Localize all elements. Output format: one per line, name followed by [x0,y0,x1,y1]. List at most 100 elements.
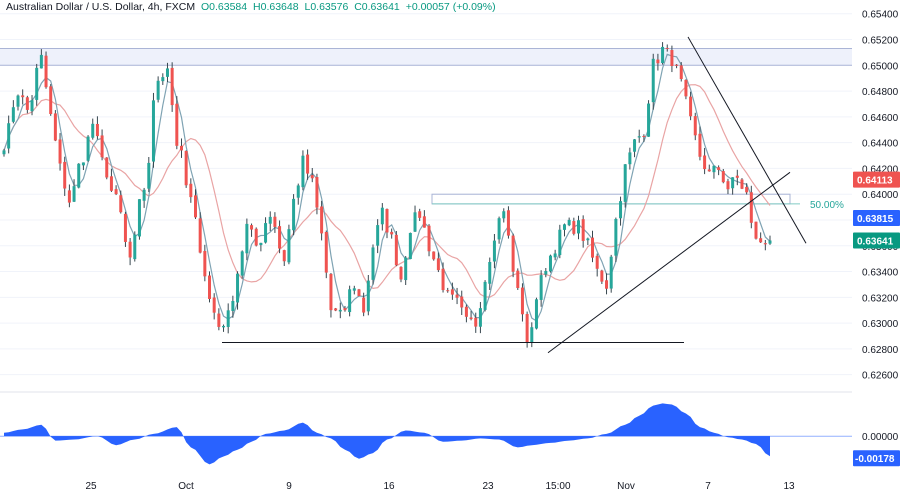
candle-up [2,150,6,155]
candle-up [91,123,95,138]
candle-down [170,67,174,106]
candle-up [562,224,566,230]
candle-down [600,270,604,282]
candle-up [712,165,716,173]
candle-down [684,79,688,97]
candle-down [320,206,324,234]
open-value: O0.63584 [200,1,248,13]
candle-down [63,161,67,189]
candle-up [567,219,571,226]
candle-down [390,231,394,235]
candle-down [194,195,197,218]
candle-down [119,195,123,213]
candle-down [581,219,585,241]
candle-down [516,270,520,288]
candle-down [44,55,48,88]
candle-down [605,280,609,289]
candle-up [548,255,552,272]
candle-down [198,218,202,253]
candle-up [376,225,380,246]
oscillator-value-box [853,450,900,467]
candle-up [628,152,632,165]
candle-down [306,154,310,174]
candle-up [296,185,300,198]
candle-up [380,207,384,225]
symbol-title: Australian Dollar / U.S. Dollar, 4h, FXC… [6,1,196,13]
x-tick-label: Oct [178,481,194,492]
candle-up [72,186,76,202]
candle-up [614,218,618,256]
candle-up [553,253,557,258]
fib-zone [431,193,791,205]
candle-up [268,216,272,224]
candle-up [366,280,370,312]
candle-down [250,225,254,230]
candle-up [768,240,772,244]
candle-up [30,100,34,112]
candle-up [231,301,235,311]
candle-up [240,251,244,276]
candle-down [591,237,595,258]
x-tick-label: 25 [85,481,97,492]
candle-down [128,241,132,258]
candle-up [77,163,81,188]
candle-up [16,95,20,107]
candle-down [310,175,314,179]
y-tick-label: 0.65200 [862,36,899,47]
candle-down [58,139,62,164]
candle-up [530,327,534,343]
chart-header: Australian Dollar / U.S. Dollar, 4h, FXC… [6,1,499,13]
candle-up [292,198,296,231]
candle-up [502,211,506,219]
candle-up [651,58,655,103]
candle-down [175,103,179,146]
candle-down [334,308,338,311]
candle-down [450,289,454,295]
candle-down [49,86,53,115]
candle-down [208,275,212,299]
y-tick-label: 0.64000 [862,190,899,201]
candle-up [544,271,548,275]
grid [0,13,852,376]
candle-down [689,96,693,117]
candle-up [81,162,85,166]
candle-down [418,211,422,218]
candle-down [735,175,739,178]
candle-down [441,268,445,291]
oscillator-pane [0,391,852,465]
candle-down [25,97,29,110]
candle-down [595,255,599,269]
candle-down [67,190,71,203]
candle-down [763,243,767,245]
price-axis: 0.65400 0.65200 0.65000 0.64800 0.64600 0.644… [862,10,899,443]
candle-down [726,181,730,190]
candle-down [749,192,753,223]
price-tag-level-2-box [853,210,900,227]
candle-up [661,46,665,64]
y-tick-label: 0.63400 [862,268,899,279]
y-tick-label: 0.63200 [862,293,899,304]
candle-up [371,247,375,280]
candle-down [427,225,431,252]
candle-up [352,288,356,291]
price-tag-last-box [853,232,900,249]
candle-up [534,299,538,329]
candle-down [114,189,118,195]
candle-up [151,100,155,162]
candle-down [184,150,188,186]
candle-down [254,228,258,246]
candle-up [86,136,90,161]
candle-up [236,273,240,303]
high-value: H0.63648 [253,1,299,13]
price-tag-level-2-text: 0.63815 [857,214,894,225]
candle-up [539,275,543,300]
candle-up [301,155,305,188]
candle-down [670,50,674,67]
candle-up [222,325,226,328]
oscillator-area [4,403,770,465]
candle-down [572,221,576,234]
candle-up [39,54,43,69]
candle-down [698,133,702,157]
candle-up [287,229,291,263]
